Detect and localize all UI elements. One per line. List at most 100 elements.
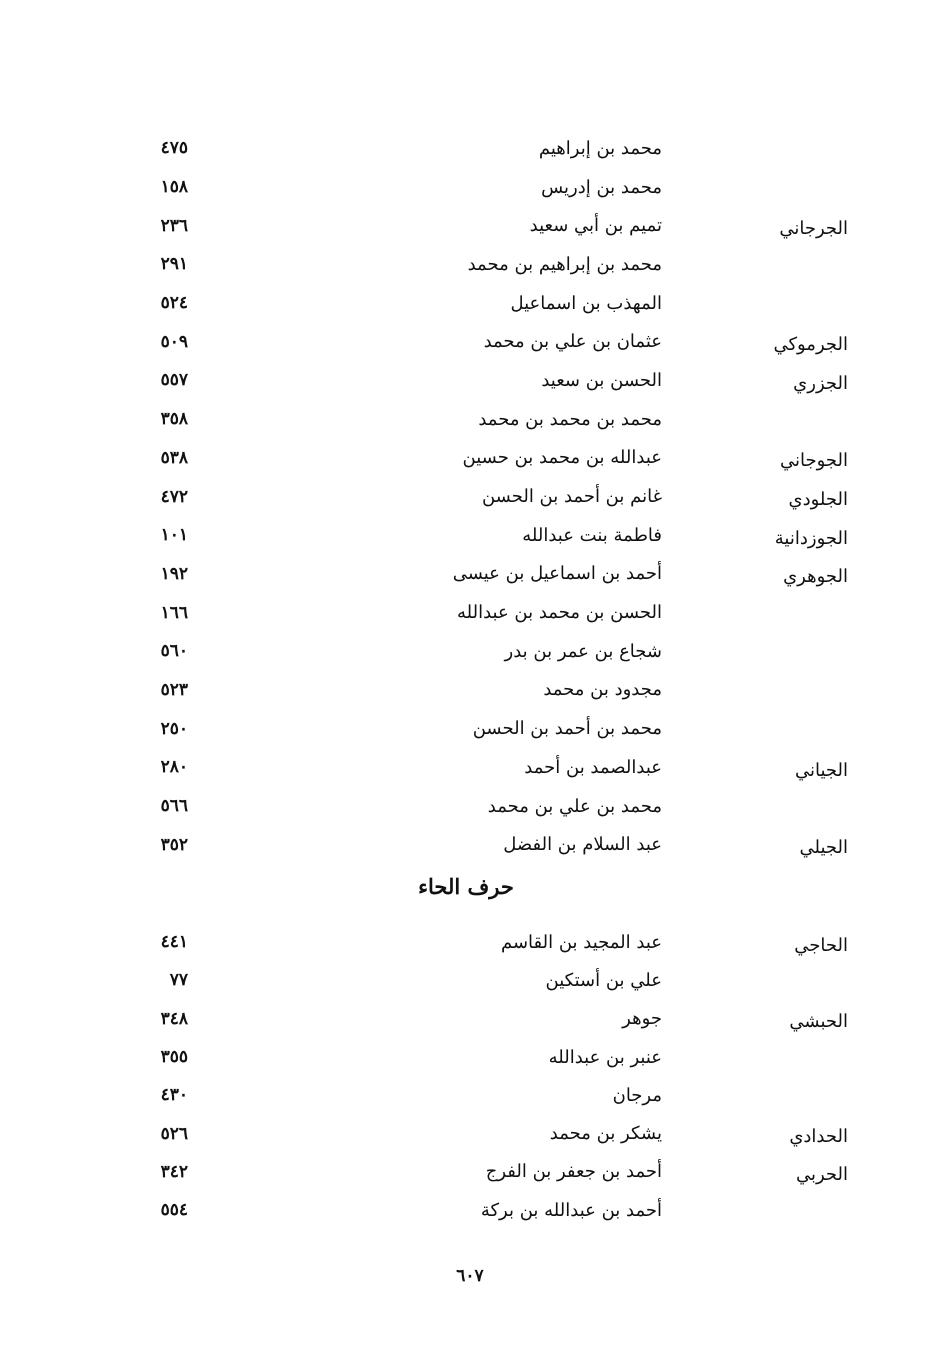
nisba-label: الحدادي	[789, 1126, 848, 1148]
index-entry: مجدود بن محمد ٥٢٣	[130, 671, 848, 710]
nisba-label	[662, 610, 848, 616]
index-entry: الجوزدانية فاطمة بنت عبدالله ١٠١	[130, 516, 848, 555]
person-name: فاطمة بنت عبدالله	[522, 524, 662, 546]
page-reference: ١٥٨	[160, 177, 188, 198]
page-reference: ٤٣٠	[160, 1085, 188, 1106]
person-name: عبدالله بن محمد بن حسين	[462, 447, 662, 469]
person-name: تميم بن أبي سعيد	[529, 215, 662, 237]
person-name: يشكر بن محمد	[549, 1123, 662, 1145]
nisba-label	[662, 416, 848, 422]
person-name: عنبر بن عبدالله	[548, 1046, 662, 1068]
nisba-label: الجوزدانية	[774, 527, 848, 549]
index-entry: أحمد بن عبدالله بن بركة ٥٥٤	[130, 1191, 848, 1229]
page-reference: ٥٦٠	[160, 641, 188, 662]
index-entry: عنبر بن عبدالله ٣٥٥	[130, 1038, 848, 1076]
page-reference: ٥٢٦	[160, 1123, 188, 1144]
index-entry: الحبشي جوهر ٣٤٨	[130, 1000, 848, 1038]
index-entry: الجلودي غانم بن أحمد بن الحسن ٤٧٢	[130, 477, 848, 516]
page-reference: ٥٥٤	[160, 1200, 188, 1221]
nisba-label: الجرموكي	[773, 334, 848, 356]
nisba-label: الجيلي	[799, 837, 849, 859]
page-reference: ١٠١	[160, 525, 188, 546]
nisba-label: الجوجاني	[779, 450, 848, 472]
person-name: مرجان	[612, 1084, 662, 1106]
nisba-label	[662, 687, 848, 693]
person-name: أحمد بن اسماعيل بن عيسى	[452, 563, 662, 585]
page-reference: ٣٥٨	[160, 409, 188, 430]
nisba-label	[662, 1207, 848, 1213]
page-reference: ٤٧٢	[160, 486, 188, 507]
index-entry: الجياني عبدالصمد بن أحمد ٢٨٠	[130, 748, 848, 787]
index-section-jim: محمد بن إبراهيم ٤٧٥ محمد بن إدريس ١٥٨ الجرجا…	[130, 129, 848, 864]
page-reference: ١٦٦	[160, 602, 188, 623]
nisba-label: الحاجي	[794, 934, 848, 956]
page-reference: ٥٦٦	[160, 796, 188, 817]
index-entry: مرجان ٤٣٠	[130, 1076, 848, 1114]
person-name: محمد بن محمد بن محمد	[478, 408, 662, 430]
index-section-ha: الحاجي عبد المجيد بن القاسم ٤٤١ علي بن أستك…	[130, 923, 848, 1229]
page-reference: ٣٥٢	[160, 834, 188, 855]
page-reference: ٥٥٧	[160, 370, 188, 391]
person-name: محمد بن علي بن محمد	[487, 795, 662, 817]
nisba-label	[662, 300, 848, 306]
person-name: عثمان بن علي بن محمد	[483, 331, 662, 353]
page-reference: ٢٥٠	[160, 718, 188, 739]
person-name: شجاع بن عمر بن بدر	[504, 640, 662, 662]
index-entry: الحسن بن محمد بن عبدالله ١٦٦	[130, 593, 848, 632]
nisba-label	[662, 1054, 848, 1060]
page-reference: ٤٤١	[160, 932, 188, 953]
nisba-label	[662, 1092, 848, 1098]
index-entry: الجزري الحسن بن سعيد ٥٥٧	[130, 361, 848, 400]
page-reference: ٢٩١	[160, 254, 188, 275]
page-reference: ١٩٢	[160, 563, 188, 584]
nisba-label	[662, 184, 848, 190]
index-entry: الجرجاني تميم بن أبي سعيد ٢٣٦	[130, 206, 848, 245]
person-name: عبدالصمد بن أحمد	[524, 756, 662, 778]
index-entry: علي بن أستكين ٧٧	[130, 961, 848, 999]
page-reference: ٣٤٢	[160, 1161, 188, 1182]
page-reference: ٥٠٩	[160, 331, 188, 352]
index-entry: محمد بن محمد بن محمد ٣٥٨	[130, 400, 848, 439]
index-entry: الجوهري أحمد بن اسماعيل بن عيسى ١٩٢	[130, 555, 848, 594]
person-name: محمد بن إبراهيم	[538, 137, 662, 159]
page-number: ٦٠٧	[456, 1266, 484, 1286]
person-name: المهذب بن اسماعيل	[510, 292, 662, 314]
nisba-label	[662, 726, 848, 732]
nisba-label: الجوهري	[783, 566, 848, 588]
index-entry: محمد بن إبراهيم ٤٧٥	[130, 129, 848, 168]
nisba-label	[662, 977, 848, 983]
index-entry: الحربي أحمد بن جعفر بن الفرج ٣٤٢	[130, 1153, 848, 1191]
index-entry: المهذب بن اسماعيل ٥٢٤	[130, 284, 848, 323]
nisba-label	[662, 648, 848, 654]
person-name: عبد السلام بن الفضل	[503, 834, 662, 856]
index-entry: محمد بن أحمد بن الحسن ٢٥٠	[130, 709, 848, 748]
index-entry: محمد بن علي بن محمد ٥٦٦	[130, 787, 848, 826]
page-reference: ٥٢٣	[160, 679, 188, 700]
person-name: محمد بن إدريس	[541, 176, 662, 198]
person-name: محمد بن أحمد بن الحسن	[472, 718, 662, 740]
section-heading-text: حرف الحاء	[418, 874, 514, 899]
person-name: علي بن أستكين	[545, 969, 662, 991]
person-name: غانم بن أحمد بن الحسن	[481, 486, 662, 508]
nisba-label	[662, 803, 848, 809]
person-name: أحمد بن عبدالله بن بركة	[480, 1199, 662, 1221]
index-entry: الحاجي عبد المجيد بن القاسم ٤٤١	[130, 923, 848, 961]
nisba-label: الحربي	[795, 1164, 848, 1186]
person-name: الحسن بن سعيد	[541, 369, 662, 391]
section-heading: حرف الحاء	[0, 874, 940, 899]
index-entry: محمد بن إدريس ١٥٨	[130, 168, 848, 207]
nisba-label	[662, 261, 848, 267]
person-name: أحمد بن جعفر بن الفرج	[485, 1161, 662, 1183]
person-name: مجدود بن محمد	[543, 679, 662, 701]
page-reference: ٥٢٤	[160, 293, 188, 314]
index-entry: الجيلي عبد السلام بن الفضل ٣٥٢	[130, 825, 848, 864]
page-reference: ٣٥٥	[160, 1047, 188, 1068]
index-entry: الحدادي يشكر بن محمد ٥٢٦	[130, 1114, 848, 1152]
nisba-label: الحبشي	[789, 1011, 848, 1033]
nisba-label	[662, 145, 848, 151]
page-reference: ٥٣٨	[160, 447, 188, 468]
nisba-label: الجياني	[794, 759, 848, 781]
person-name: الحسن بن محمد بن عبدالله	[456, 602, 662, 624]
index-entry: شجاع بن عمر بن بدر ٥٦٠	[130, 632, 848, 671]
page-reference: ٢٨٠	[160, 757, 188, 778]
